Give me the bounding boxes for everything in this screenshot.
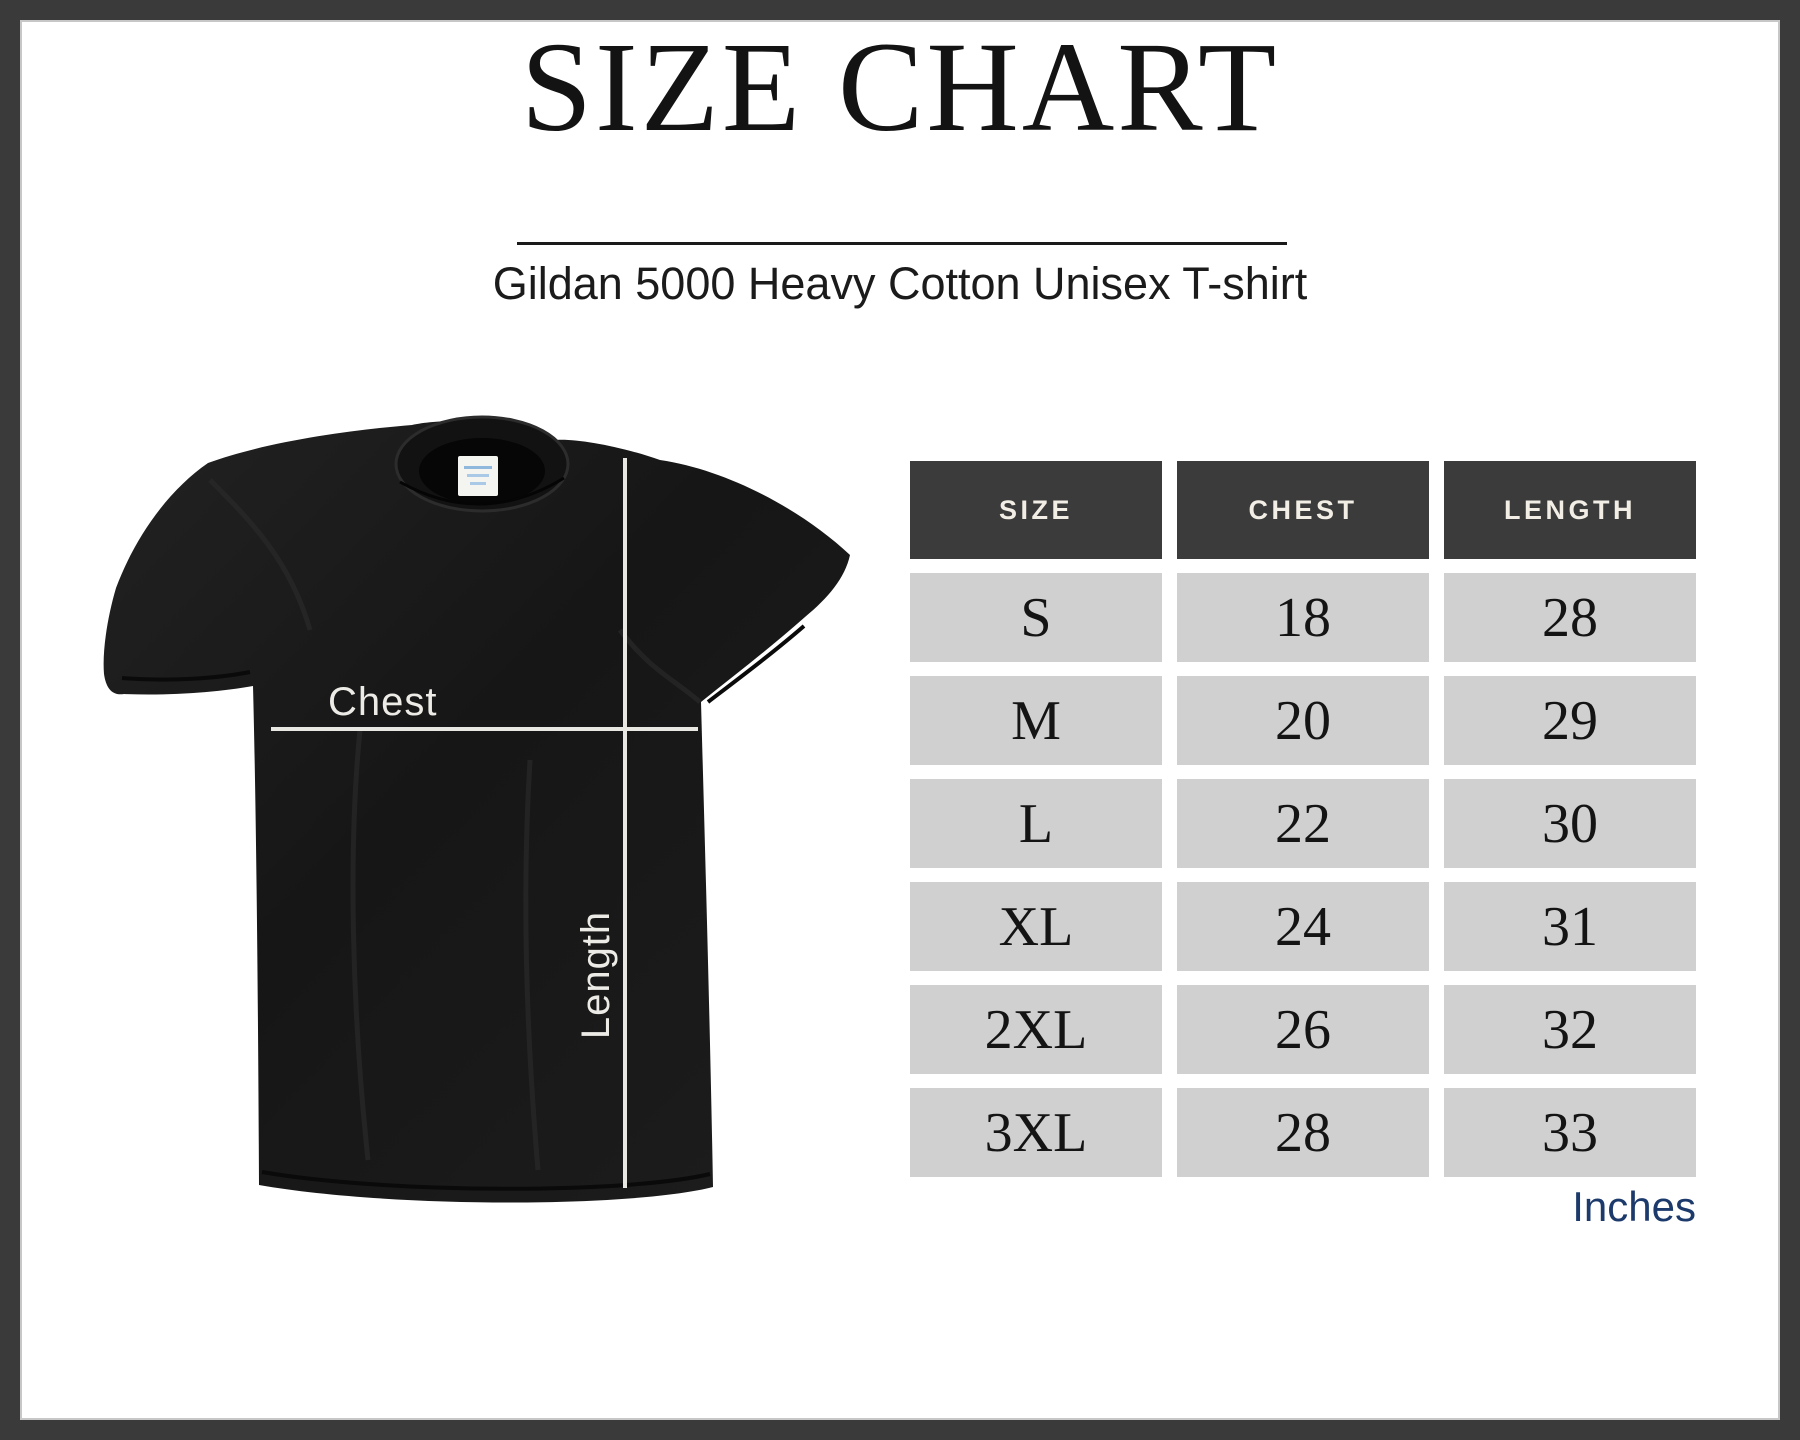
table-cell: 30 <box>1444 779 1696 868</box>
title-divider <box>517 242 1287 245</box>
length-label: Length <box>574 910 618 1040</box>
tshirt-body <box>103 420 850 1203</box>
page-subtitle: Gildan 5000 Heavy Cotton Unisex T-shirt <box>492 258 1308 309</box>
units-label: Inches <box>1572 1183 1696 1230</box>
table-cell: M <box>910 676 1162 765</box>
table-cell: 31 <box>1444 882 1696 971</box>
table-cell: 3XL <box>910 1088 1162 1177</box>
column-header-length: LENGTH <box>1444 461 1696 559</box>
column-header-size: SIZE <box>910 461 1162 559</box>
table-cell: 32 <box>1444 985 1696 1074</box>
table-cell: 2XL <box>910 985 1162 1074</box>
collar-tag-icon <box>458 456 498 496</box>
tshirt-diagram: Chest Length <box>60 330 940 1230</box>
table-cell: 26 <box>1177 985 1429 1074</box>
table-cell: 18 <box>1177 573 1429 662</box>
table-cell: 24 <box>1177 882 1429 971</box>
table-cell: S <box>910 573 1162 662</box>
table-cell: XL <box>910 882 1162 971</box>
table-cell: L <box>910 779 1162 868</box>
table-cell: 28 <box>1177 1088 1429 1177</box>
chest-measure-line <box>271 727 698 731</box>
seam-lines <box>121 624 806 1191</box>
collar-seam <box>399 476 565 506</box>
column-header-chest: CHEST <box>1177 461 1429 559</box>
size-table: SIZE CHEST LENGTH S 18 28 M 20 29 L 22 3… <box>910 461 1696 1177</box>
length-measure-line <box>623 458 627 1188</box>
table-cell: 20 <box>1177 676 1429 765</box>
chest-label: Chest <box>328 680 438 724</box>
table-cell: 28 <box>1444 573 1696 662</box>
page-title: SIZE CHART <box>520 16 1280 158</box>
fabric-folds <box>208 478 702 1171</box>
table-cell: 29 <box>1444 676 1696 765</box>
tshirt-graphic <box>103 415 850 1203</box>
table-cell: 33 <box>1444 1088 1696 1177</box>
table-cell: 22 <box>1177 779 1429 868</box>
